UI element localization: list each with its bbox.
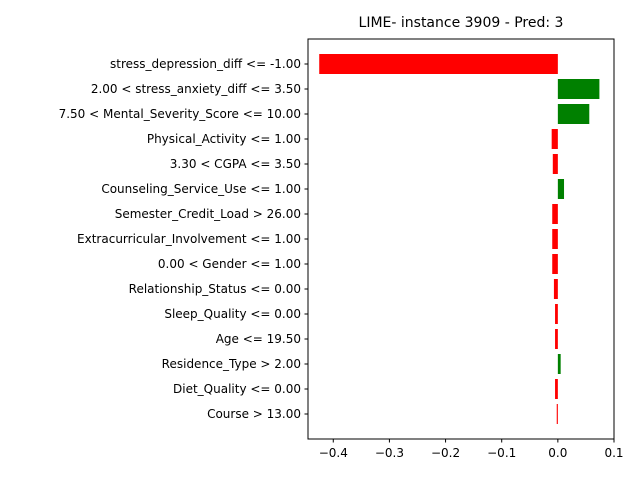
category-label: Age <= 19.50 [216, 332, 301, 346]
x-tick-label: −0.1 [487, 446, 516, 460]
category-labels: stress_depression_diff <= -1.00 2.00 < st… [59, 57, 308, 421]
x-axis-ticks: −0.4 −0.3 −0.2 −0.1 0.0 0.1 [319, 439, 624, 460]
bar [552, 229, 558, 249]
chart-title: LIME- instance 3909 - Pred: 3 [359, 15, 564, 31]
x-tick-label: 0.1 [604, 446, 623, 460]
category-label: Diet_Quality <= 0.00 [173, 382, 301, 396]
category-label: Physical_Activity <= 1.00 [147, 132, 301, 146]
bar [557, 104, 590, 124]
category-label: 3.30 < CGPA <= 3.50 [170, 157, 301, 171]
bar [557, 179, 565, 199]
category-label: 7.50 < Mental_Severity_Score <= 10.00 [59, 107, 301, 121]
category-label: stress_depression_diff <= -1.00 [110, 57, 301, 71]
category-label: Relationship_Status <= 0.00 [129, 282, 301, 296]
bar [551, 129, 558, 149]
category-label: 2.00 < stress_anxiety_diff <= 3.50 [91, 82, 301, 96]
bar [557, 354, 561, 374]
category-label: Residence_Type > 2.00 [162, 357, 301, 371]
category-label: Extracurricular_Involvement <= 1.00 [77, 232, 301, 246]
category-label: Sleep_Quality <= 0.00 [164, 307, 301, 321]
bar [556, 404, 558, 424]
bar [555, 379, 558, 399]
plot-frame [307, 38, 615, 440]
category-label: Semester_Credit_Load > 26.00 [115, 207, 301, 221]
bar [319, 54, 558, 74]
bar [552, 254, 558, 274]
bar [555, 304, 558, 324]
bar [553, 279, 558, 299]
x-tick-label: −0.2 [431, 446, 460, 460]
x-tick-label: −0.4 [319, 446, 348, 460]
bars-group [319, 54, 600, 424]
bar [552, 204, 558, 224]
bar [552, 154, 558, 174]
category-label: Course > 13.00 [207, 407, 301, 421]
x-tick-label: −0.3 [375, 446, 404, 460]
category-label: Counseling_Service_Use <= 1.00 [101, 182, 301, 196]
bar [555, 329, 558, 349]
category-label: 0.00 < Gender <= 1.00 [158, 257, 301, 271]
bar [557, 79, 600, 99]
x-tick-label: 0.0 [548, 446, 567, 460]
